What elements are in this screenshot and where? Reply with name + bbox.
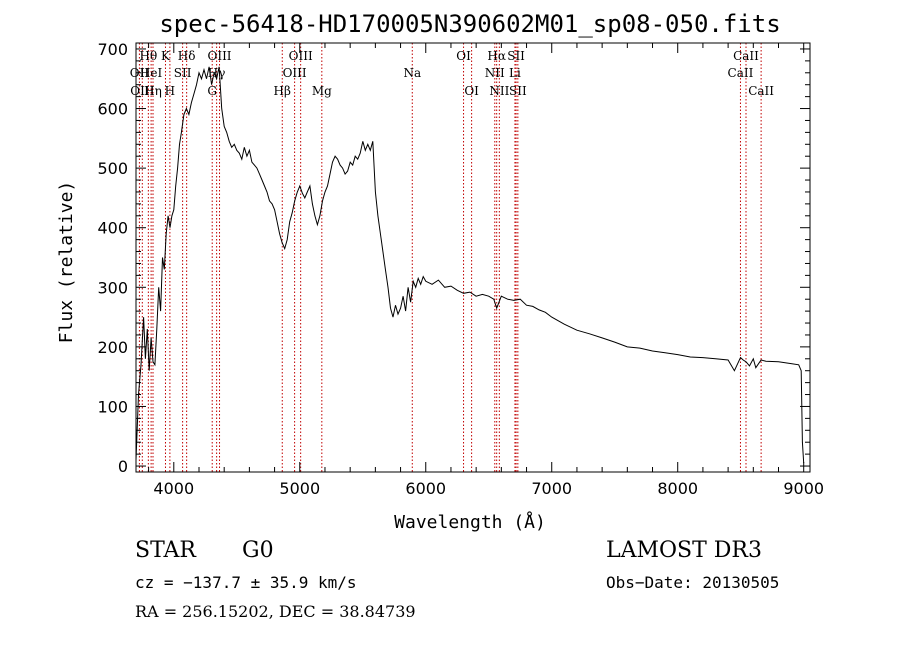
- line-marker-label: H: [165, 84, 175, 98]
- line-marker-label: CaII: [733, 49, 759, 63]
- line-marker-label: OIII: [289, 49, 313, 63]
- y-tick-label: 500: [97, 159, 128, 178]
- line-marker-label: NII: [489, 84, 509, 98]
- line-marker-label: G: [207, 84, 217, 98]
- line-marker-label: OI: [456, 49, 471, 63]
- x-tick-label: 8000: [657, 479, 698, 498]
- y-tick-label: 0: [118, 457, 128, 476]
- spectrum-line: [135, 66, 805, 464]
- x-axis-label: Wavelength (Å): [394, 511, 546, 533]
- y-tick-label: 600: [97, 100, 128, 119]
- plot-frame: [135, 42, 811, 473]
- line-marker-label: OIII: [207, 49, 231, 63]
- line-marker-label: CaII: [728, 66, 754, 80]
- axis-ticks: [136, 43, 810, 472]
- spectral-subclass: G0: [242, 538, 274, 563]
- line-marker-label: OI: [464, 84, 479, 98]
- line-marker-label: K: [161, 49, 171, 63]
- line-marker-label: Na: [403, 66, 421, 80]
- line-marker-label: Hδ: [178, 49, 196, 63]
- line-marker-label: Hη: [144, 84, 162, 98]
- line-marker-label: Mg: [312, 84, 332, 98]
- x-tick-label: 4000: [153, 479, 194, 498]
- line-marker-label: Li: [509, 66, 521, 80]
- object-class: STAR: [135, 538, 196, 563]
- redshift-velocity: cz = −137.7 ± 35.9 km/s: [135, 573, 357, 592]
- survey-name: LAMOST DR3: [606, 538, 762, 563]
- y-tick-label: 700: [97, 40, 128, 59]
- line-marker-label: SII: [509, 84, 527, 98]
- axis-tick-labels: 4000 5000 6000 7000 8000 9000 0 100 200 300 400 500…: [97, 40, 824, 498]
- ra-dec-coordinates: RA = 256.15202, DEC = 38.84739: [135, 602, 416, 621]
- line-markers: [138, 43, 762, 472]
- line-marker-label: HeI: [140, 66, 163, 80]
- line-marker-label: Hα: [487, 49, 506, 63]
- y-tick-label: 300: [97, 278, 128, 297]
- x-tick-label: 6000: [405, 479, 446, 498]
- line-marker-label: Hγ: [208, 66, 226, 80]
- x-tick-label: 9000: [783, 479, 824, 498]
- x-tick-label: 7000: [531, 479, 572, 498]
- line-marker-label: SII: [174, 66, 192, 80]
- line-marker-label: NII: [485, 66, 505, 80]
- observation-date: Obs−Date: 20130505: [606, 573, 780, 592]
- line-marker-label: SII: [507, 49, 525, 63]
- y-tick-label: 100: [97, 397, 128, 416]
- line-marker-label: CaII: [748, 84, 774, 98]
- line-marker-label: Hθ: [139, 49, 157, 63]
- y-axis-label: Flux (relative): [56, 181, 77, 344]
- chart-title: spec-56418-HD170005N390602M01_sp08-050.f…: [159, 10, 780, 38]
- y-tick-label: 400: [97, 219, 128, 238]
- x-tick-label: 5000: [279, 479, 320, 498]
- line-marker-label: Hβ: [274, 84, 291, 98]
- line-marker-label: OIII: [283, 66, 307, 80]
- y-tick-label: 200: [97, 338, 128, 357]
